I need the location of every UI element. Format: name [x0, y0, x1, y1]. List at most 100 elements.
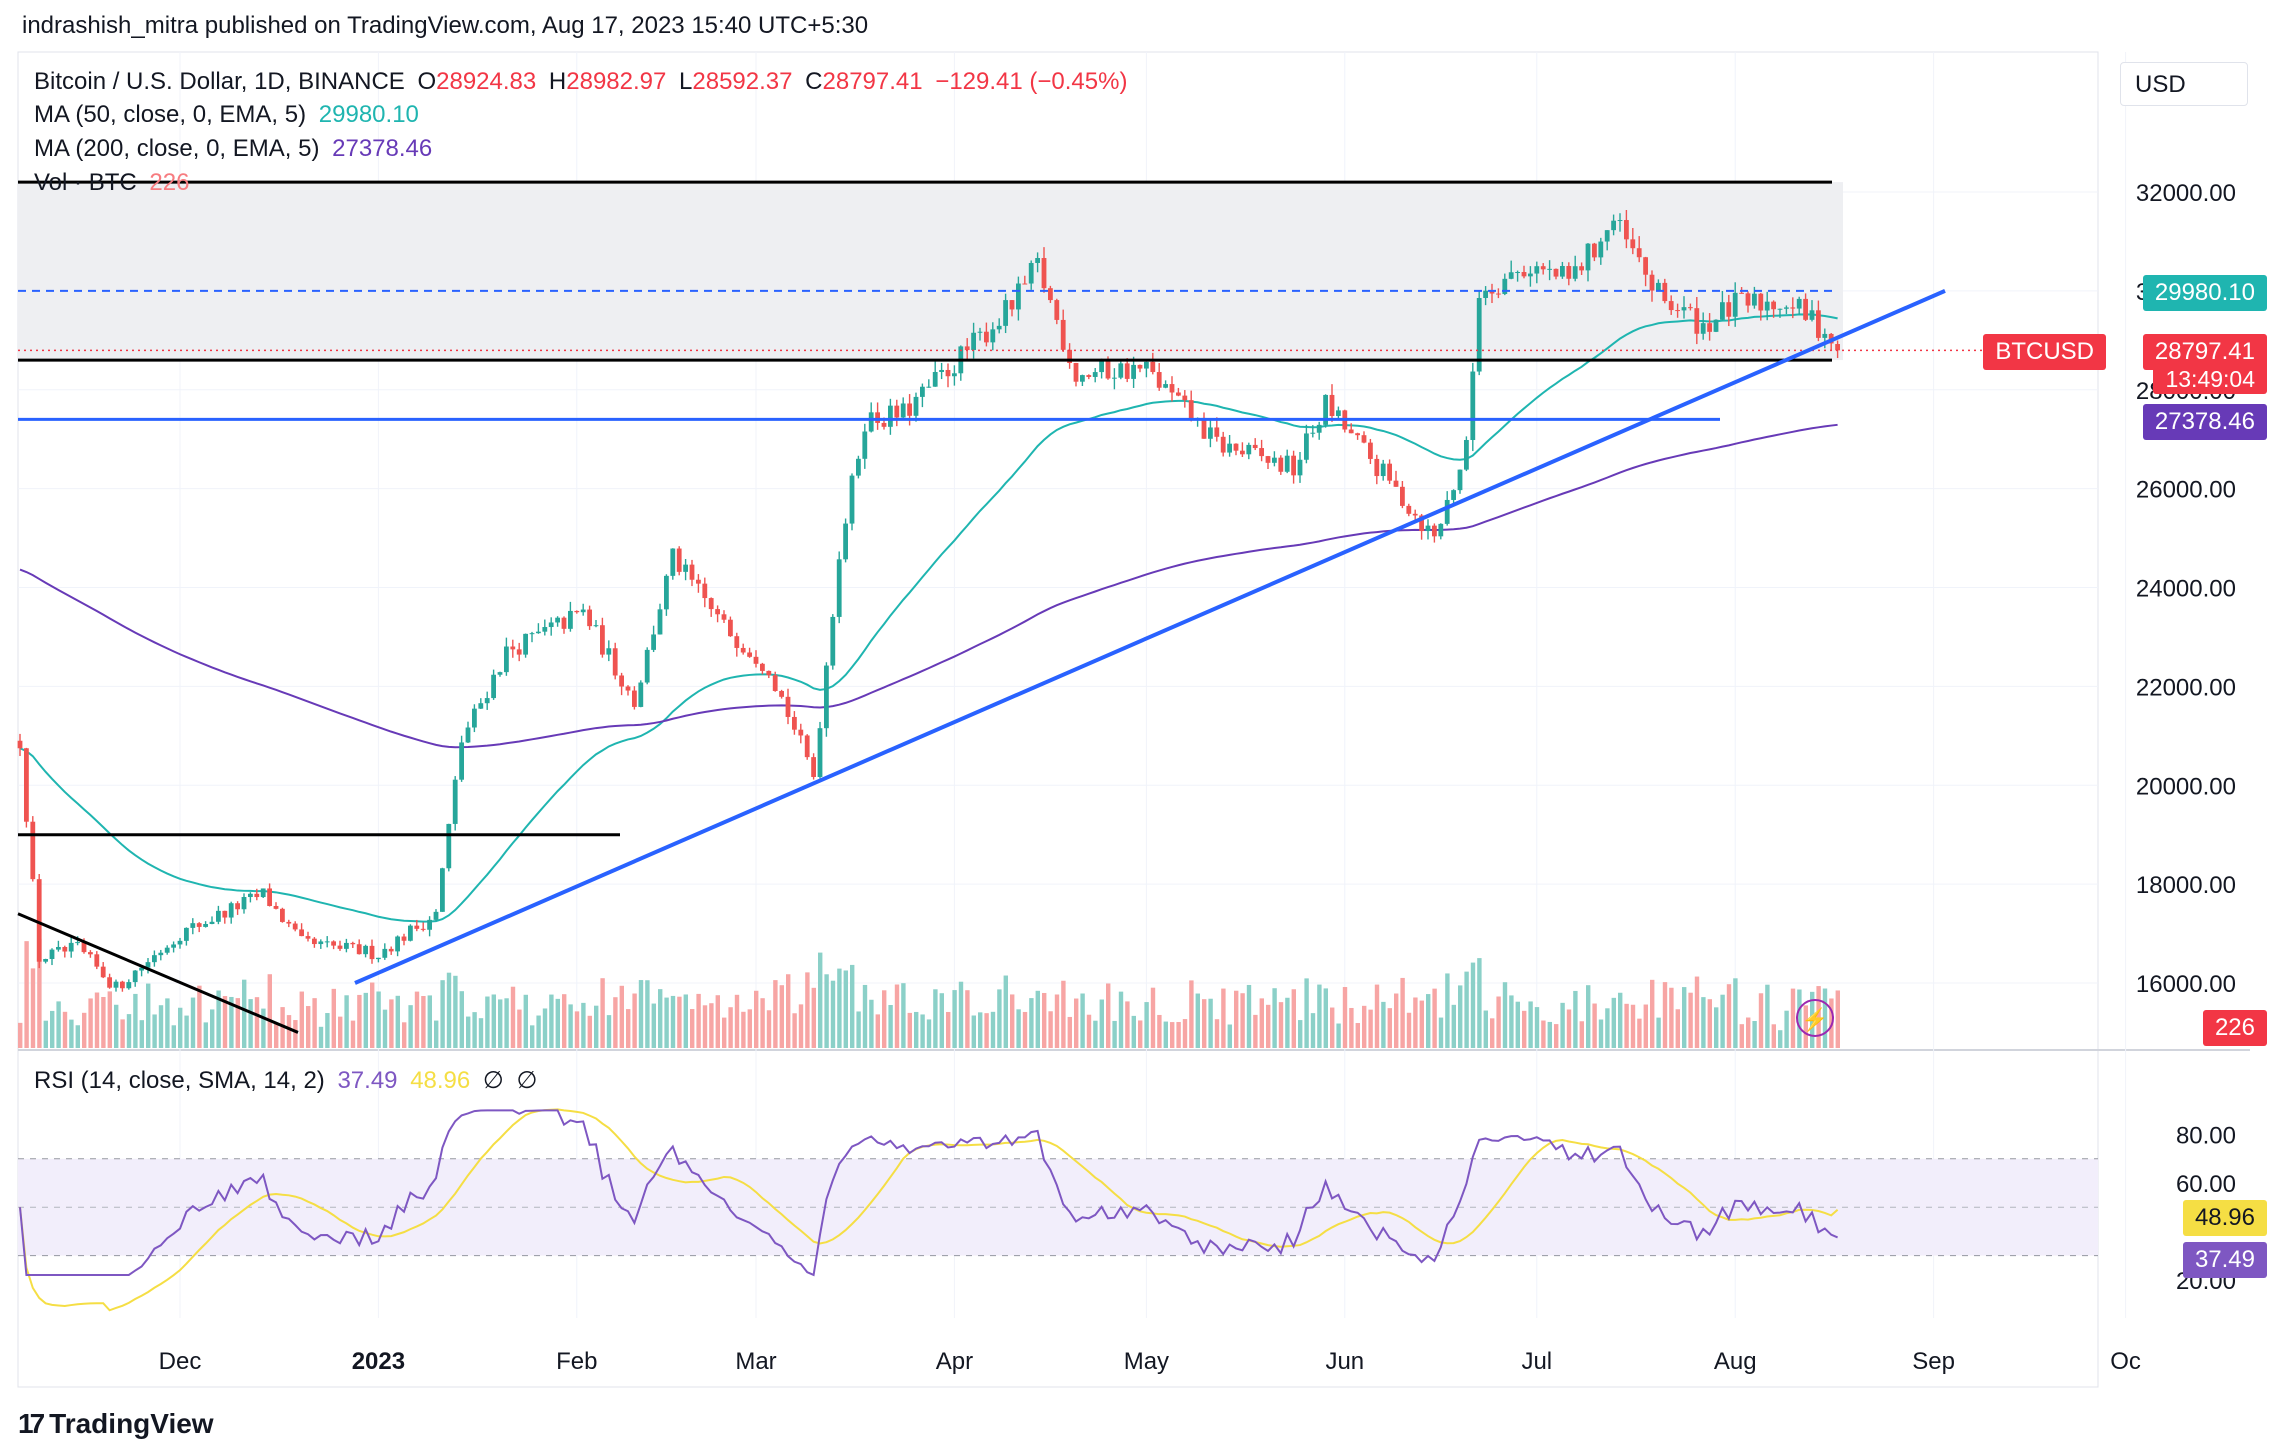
volume-bar	[1195, 993, 1200, 1048]
candle-body	[1764, 301, 1770, 311]
volume-bar	[1835, 990, 1840, 1048]
volume-bar	[734, 994, 740, 1048]
volume-bar	[139, 1020, 144, 1048]
symbol-name[interactable]: Bitcoin / U.S. Dollar, 1D, BINANCE	[34, 68, 405, 95]
volume-bar	[1202, 999, 1207, 1048]
volume-bar	[453, 975, 458, 1048]
volume-bar	[1758, 993, 1764, 1048]
candle-body	[964, 346, 970, 351]
candle-body	[785, 696, 791, 717]
volume-bar	[171, 1025, 176, 1048]
candle-body	[1131, 364, 1136, 379]
volume-bar	[875, 1014, 880, 1048]
volume-bar	[1784, 1010, 1789, 1048]
candle-body	[1739, 292, 1744, 294]
price-tick: 16000.00	[2136, 971, 2236, 998]
volume-bar	[75, 1025, 80, 1048]
candle-body	[1438, 523, 1444, 537]
rsi-label[interactable]: RSI (14, close, SMA, 14, 2)	[34, 1067, 325, 1094]
volume-bar	[1266, 1004, 1271, 1048]
candle-body	[1048, 288, 1053, 301]
candle-body	[504, 646, 509, 673]
candle-body	[17, 740, 23, 749]
candle-body	[337, 945, 343, 949]
volume-bar	[779, 985, 784, 1048]
ma50-label[interactable]: MA (50, close, 0, EMA, 5)	[34, 101, 307, 128]
ma200-line	[19, 423, 1838, 749]
volume-bar	[914, 1011, 919, 1048]
volume-bar	[792, 1013, 797, 1048]
volume-label[interactable]: Vol · BTC	[34, 169, 137, 196]
volume-bar	[1592, 1003, 1597, 1048]
volume-bar	[619, 985, 624, 1048]
candles	[17, 209, 1840, 992]
volume-bar	[491, 994, 496, 1048]
candle-body	[1572, 266, 1578, 279]
volume-bar	[939, 993, 944, 1048]
candle-body	[305, 936, 311, 939]
candle-body	[1406, 505, 1412, 514]
volume-bar	[146, 983, 151, 1048]
candle-body	[766, 670, 772, 676]
volume-bar	[331, 988, 336, 1048]
candle-body	[196, 923, 202, 927]
open-label: O	[417, 68, 437, 95]
candle-body	[836, 559, 842, 617]
volume-bar	[1522, 1010, 1527, 1048]
volume-bar	[1387, 1008, 1392, 1048]
candle-body	[1156, 372, 1162, 388]
candle-body	[632, 690, 637, 707]
candle-body	[510, 646, 516, 650]
volume-bar	[216, 990, 221, 1048]
time-tick: Apr	[936, 1348, 973, 1375]
volume-bar	[382, 1009, 388, 1048]
volume-bar	[901, 983, 906, 1048]
candle-body	[1585, 243, 1591, 271]
price-tick: 32000.00	[2136, 180, 2236, 207]
volume-bar	[1490, 1018, 1495, 1048]
currency-button[interactable]: USD	[2120, 62, 2248, 106]
volume-bar	[254, 997, 260, 1048]
volume-bar	[1131, 1015, 1136, 1048]
volume-bar	[280, 1007, 285, 1048]
volume-bar	[485, 996, 490, 1048]
candle-body	[1291, 455, 1296, 476]
candle-body	[1272, 457, 1277, 463]
candle-body	[1553, 268, 1559, 277]
volume-bar	[536, 1015, 541, 1048]
candle-body	[580, 609, 586, 613]
volume-bar	[1029, 998, 1034, 1048]
candle-body	[465, 727, 471, 743]
ma200-legend: MA (200, close, 0, EMA, 5) 27378.46	[34, 135, 438, 163]
ma200-price-label: 27378.46	[2142, 404, 2267, 440]
price-tick: 22000.00	[2136, 674, 2236, 701]
volume-bar	[1035, 990, 1040, 1048]
volume-bar	[427, 995, 432, 1048]
volume-bar	[190, 997, 196, 1048]
volume-bar	[126, 1014, 132, 1048]
rsi-value: 37.49	[337, 1067, 398, 1094]
candle-body	[1112, 377, 1117, 379]
volume-bar	[702, 1005, 708, 1048]
volume-bar	[446, 972, 452, 1048]
volume-bar	[1067, 1016, 1072, 1048]
volume-bar	[683, 994, 688, 1048]
candle-body	[587, 609, 592, 627]
candle-body	[440, 868, 445, 912]
candle-body	[1316, 424, 1322, 433]
candle-body	[932, 371, 938, 387]
candle-body	[1528, 273, 1533, 277]
tradingview-footer[interactable]: 17 TradingView	[18, 1408, 214, 1440]
candle-body	[900, 403, 906, 418]
volume-bar	[1381, 1001, 1386, 1048]
candle-body	[75, 942, 80, 944]
candle-body	[1707, 323, 1712, 332]
volume-bar	[434, 1020, 439, 1048]
high-label: H	[548, 68, 567, 95]
ma200-label[interactable]: MA (200, close, 0, EMA, 5)	[34, 135, 320, 162]
volume-bar	[414, 991, 420, 1048]
volume-bar	[1496, 996, 1501, 1048]
candle-body	[606, 648, 612, 655]
lightning-icon[interactable]: ⚡	[1796, 999, 1834, 1037]
